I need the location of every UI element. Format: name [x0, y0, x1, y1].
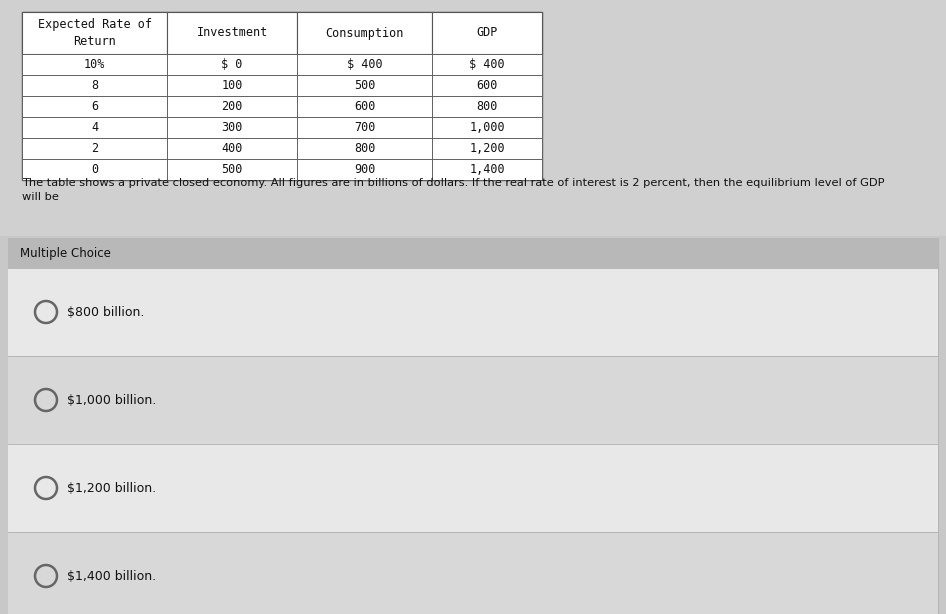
Bar: [432, 96, 542, 117]
Bar: [432, 75, 542, 96]
Text: $1,400 billion.: $1,400 billion.: [67, 570, 156, 583]
Bar: [22, 96, 167, 117]
Bar: [432, 159, 542, 180]
Text: 10%: 10%: [84, 58, 105, 71]
Bar: [167, 75, 297, 96]
Bar: [8, 268, 938, 356]
Text: 800: 800: [354, 142, 376, 155]
Text: 800: 800: [477, 100, 498, 113]
Text: 2: 2: [91, 142, 98, 155]
Bar: [167, 96, 297, 117]
Text: 300: 300: [221, 121, 243, 134]
Text: The table shows a private closed economy. All figures are in billions of dollars: The table shows a private closed economy…: [22, 178, 885, 188]
Text: $ 0: $ 0: [221, 58, 243, 71]
Bar: [297, 96, 432, 117]
Bar: [8, 356, 938, 444]
Text: 900: 900: [354, 163, 376, 176]
Text: 400: 400: [221, 142, 243, 155]
Text: Multiple Choice: Multiple Choice: [20, 246, 111, 260]
Bar: [297, 159, 432, 180]
Text: Expected Rate of
Return: Expected Rate of Return: [38, 18, 151, 48]
Text: 6: 6: [91, 100, 98, 113]
Bar: [167, 138, 297, 159]
Text: $800 billion.: $800 billion.: [67, 306, 145, 319]
Bar: [432, 138, 542, 159]
Text: 600: 600: [354, 100, 376, 113]
Text: 700: 700: [354, 121, 376, 134]
Text: 200: 200: [221, 100, 243, 113]
Bar: [167, 117, 297, 138]
Text: $ 400: $ 400: [346, 58, 382, 71]
Bar: [297, 12, 432, 54]
Text: 1,400: 1,400: [469, 163, 505, 176]
Bar: [432, 12, 542, 54]
Text: 500: 500: [221, 163, 243, 176]
Text: GDP: GDP: [477, 26, 498, 39]
Text: 4: 4: [91, 121, 98, 134]
Bar: [0, 0, 946, 236]
Text: $1,000 billion.: $1,000 billion.: [67, 394, 156, 406]
Bar: [8, 444, 938, 532]
Text: Consumption: Consumption: [325, 26, 404, 39]
Bar: [22, 117, 167, 138]
Text: $ 400: $ 400: [469, 58, 505, 71]
Bar: [8, 238, 938, 614]
Bar: [432, 117, 542, 138]
Bar: [22, 75, 167, 96]
Text: Investment: Investment: [197, 26, 268, 39]
Bar: [167, 159, 297, 180]
Bar: [167, 54, 297, 75]
Text: 0: 0: [91, 163, 98, 176]
Text: 100: 100: [221, 79, 243, 92]
Bar: [8, 532, 938, 614]
Text: will be: will be: [22, 192, 59, 202]
Text: $1,200 billion.: $1,200 billion.: [67, 481, 156, 494]
Text: 600: 600: [477, 79, 498, 92]
Bar: [297, 75, 432, 96]
Bar: [432, 54, 542, 75]
Text: 1,200: 1,200: [469, 142, 505, 155]
Bar: [8, 238, 938, 268]
Text: 8: 8: [91, 79, 98, 92]
Bar: [22, 12, 167, 54]
Bar: [22, 54, 167, 75]
Bar: [167, 12, 297, 54]
Text: 1,000: 1,000: [469, 121, 505, 134]
Bar: [22, 138, 167, 159]
Bar: [297, 138, 432, 159]
Text: 500: 500: [354, 79, 376, 92]
Bar: [297, 54, 432, 75]
Bar: [22, 159, 167, 180]
Bar: [297, 117, 432, 138]
Bar: [22, 12, 542, 180]
